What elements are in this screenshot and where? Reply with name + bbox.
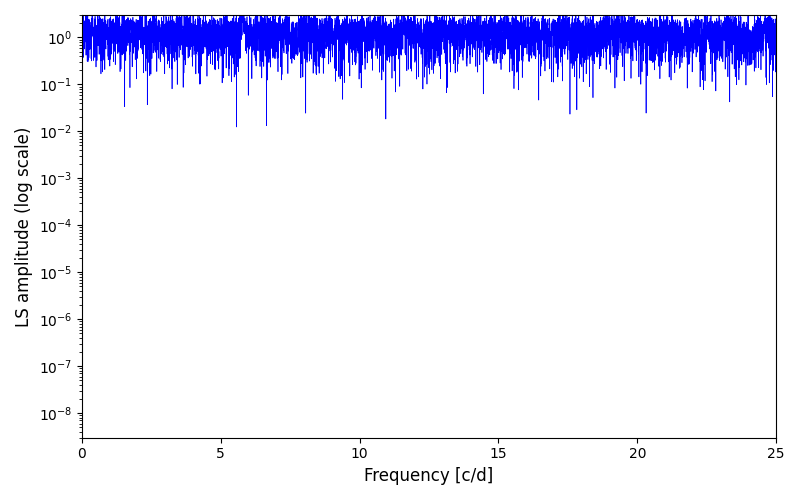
Y-axis label: LS amplitude (log scale): LS amplitude (log scale) <box>15 126 33 326</box>
X-axis label: Frequency [c/d]: Frequency [c/d] <box>364 467 494 485</box>
